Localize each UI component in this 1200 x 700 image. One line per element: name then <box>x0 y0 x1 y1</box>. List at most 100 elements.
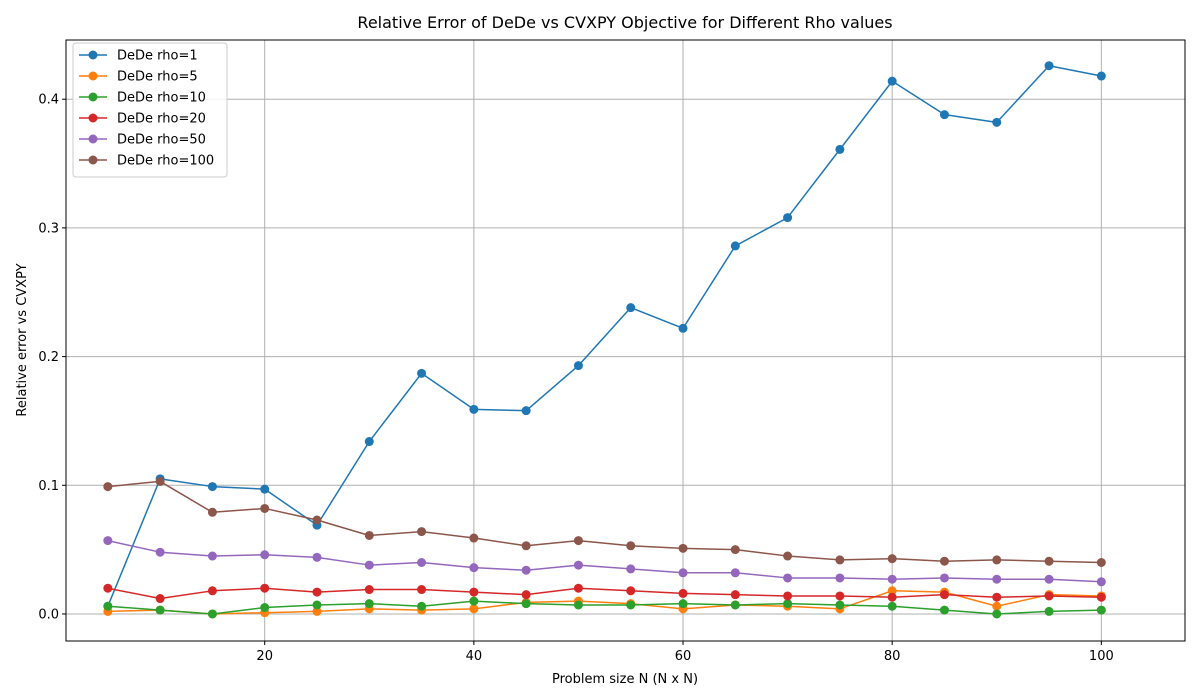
series-3-point <box>1096 605 1106 615</box>
series-2-line <box>107 590 1102 615</box>
series-3-point <box>260 603 270 613</box>
series-1 <box>103 61 1106 611</box>
series-3-point <box>469 596 479 606</box>
y-axis-ticks: 0.0 0.1 0.2 0.3 0.4 <box>38 93 66 622</box>
series-3-point <box>155 605 165 615</box>
series-4-point <box>155 594 165 604</box>
series-3 <box>103 596 1106 619</box>
series-6-point <box>469 533 479 543</box>
series-4-point <box>1044 591 1054 601</box>
series-4-point <box>103 583 113 593</box>
series-4-point <box>678 588 688 598</box>
series-2-point <box>992 601 1002 611</box>
y-tick-label: 0.0 <box>38 607 59 622</box>
series-1-point <box>573 361 583 371</box>
series-4-point <box>887 592 897 602</box>
series-1-point <box>1096 71 1106 81</box>
series-3-point <box>678 599 688 609</box>
legend-swatch-marker <box>88 113 98 123</box>
series-3-point <box>417 601 427 611</box>
series-6-point <box>312 515 322 525</box>
series-6-line <box>107 480 1102 564</box>
legend-label: DeDe rho=5 <box>117 70 198 85</box>
series-4-point <box>835 591 845 601</box>
series-6-point <box>730 545 740 555</box>
legend-item: DeDe rho=100 <box>79 154 214 169</box>
series-4-point <box>521 590 531 600</box>
series-6-point <box>783 551 793 561</box>
series-1-point <box>1044 61 1054 71</box>
series-6-point <box>103 482 113 492</box>
series-1-point <box>469 404 479 414</box>
series-1-point <box>783 213 793 223</box>
series-5-point <box>1096 577 1106 587</box>
series-6-point <box>417 527 427 537</box>
legend-box <box>72 42 228 178</box>
legend: DeDe rho=1 DeDe rho=5 DeDe rho=10 DeDe rho=… <box>72 42 228 178</box>
series-6-point <box>521 541 531 551</box>
plot-frame <box>65 39 1186 642</box>
series-5-point <box>103 536 113 546</box>
legend-label: DeDe rho=100 <box>117 154 214 169</box>
series-5-point <box>207 551 217 561</box>
series-1-point <box>939 110 949 120</box>
series-6-point <box>1096 557 1106 567</box>
y-tick-label: 0.1 <box>38 479 59 494</box>
series-4-point <box>573 583 583 593</box>
series-4-point <box>626 586 636 596</box>
series-6-point <box>1044 556 1054 566</box>
legend-label: DeDe rho=10 <box>117 91 206 106</box>
series-3-point <box>992 609 1002 619</box>
legend-item: DeDe rho=1 <box>79 49 198 64</box>
series-1-point <box>626 303 636 313</box>
series-4-point <box>992 592 1002 602</box>
series-1-point <box>364 437 374 447</box>
series-4 <box>103 583 1106 604</box>
series-5-point <box>573 560 583 570</box>
y-tick-label: 0.3 <box>38 221 59 236</box>
series-3-point <box>573 600 583 610</box>
series-1-point <box>207 482 217 492</box>
series-3-point <box>312 600 322 610</box>
series-4-point <box>730 590 740 600</box>
series-6 <box>103 476 1106 567</box>
legend-item: DeDe rho=50 <box>79 133 206 148</box>
series-5-point <box>364 560 374 570</box>
grid <box>66 40 1185 641</box>
series-5-point <box>417 557 427 567</box>
series-6-point <box>260 503 270 513</box>
series-5-line <box>107 539 1102 583</box>
series-6-point <box>678 543 688 553</box>
series-1-point <box>678 323 688 333</box>
legend-swatch-marker <box>88 134 98 144</box>
series-5-point <box>312 552 322 562</box>
series-2-point <box>469 604 479 614</box>
series-3-point <box>835 600 845 610</box>
series-3-point <box>521 599 531 609</box>
series-4-point <box>417 585 427 595</box>
legend-label: DeDe rho=50 <box>117 133 206 148</box>
series-6-point <box>887 554 897 564</box>
series-1-point <box>887 76 897 86</box>
series-6-point <box>207 507 217 517</box>
series-3-point <box>939 605 949 615</box>
series-5-point <box>939 573 949 583</box>
series-6-point <box>835 555 845 565</box>
series-3-point <box>1044 606 1054 616</box>
series-3-point <box>730 600 740 610</box>
series-6-point <box>155 476 165 486</box>
series-4-point <box>207 586 217 596</box>
series-4-point <box>312 587 322 597</box>
series-6-point <box>992 555 1002 565</box>
series-6-point <box>626 541 636 551</box>
series-1-point <box>835 144 845 154</box>
series-3-point <box>626 600 636 610</box>
series-3-point <box>103 601 113 611</box>
series-4-point <box>783 591 793 601</box>
series-5-point <box>1044 574 1054 584</box>
legend-label: DeDe rho=20 <box>117 112 206 127</box>
series-5 <box>103 536 1106 587</box>
series-5-point <box>887 574 897 584</box>
x-tick-label: 40 <box>466 649 483 664</box>
legend-swatch-marker <box>88 92 98 102</box>
